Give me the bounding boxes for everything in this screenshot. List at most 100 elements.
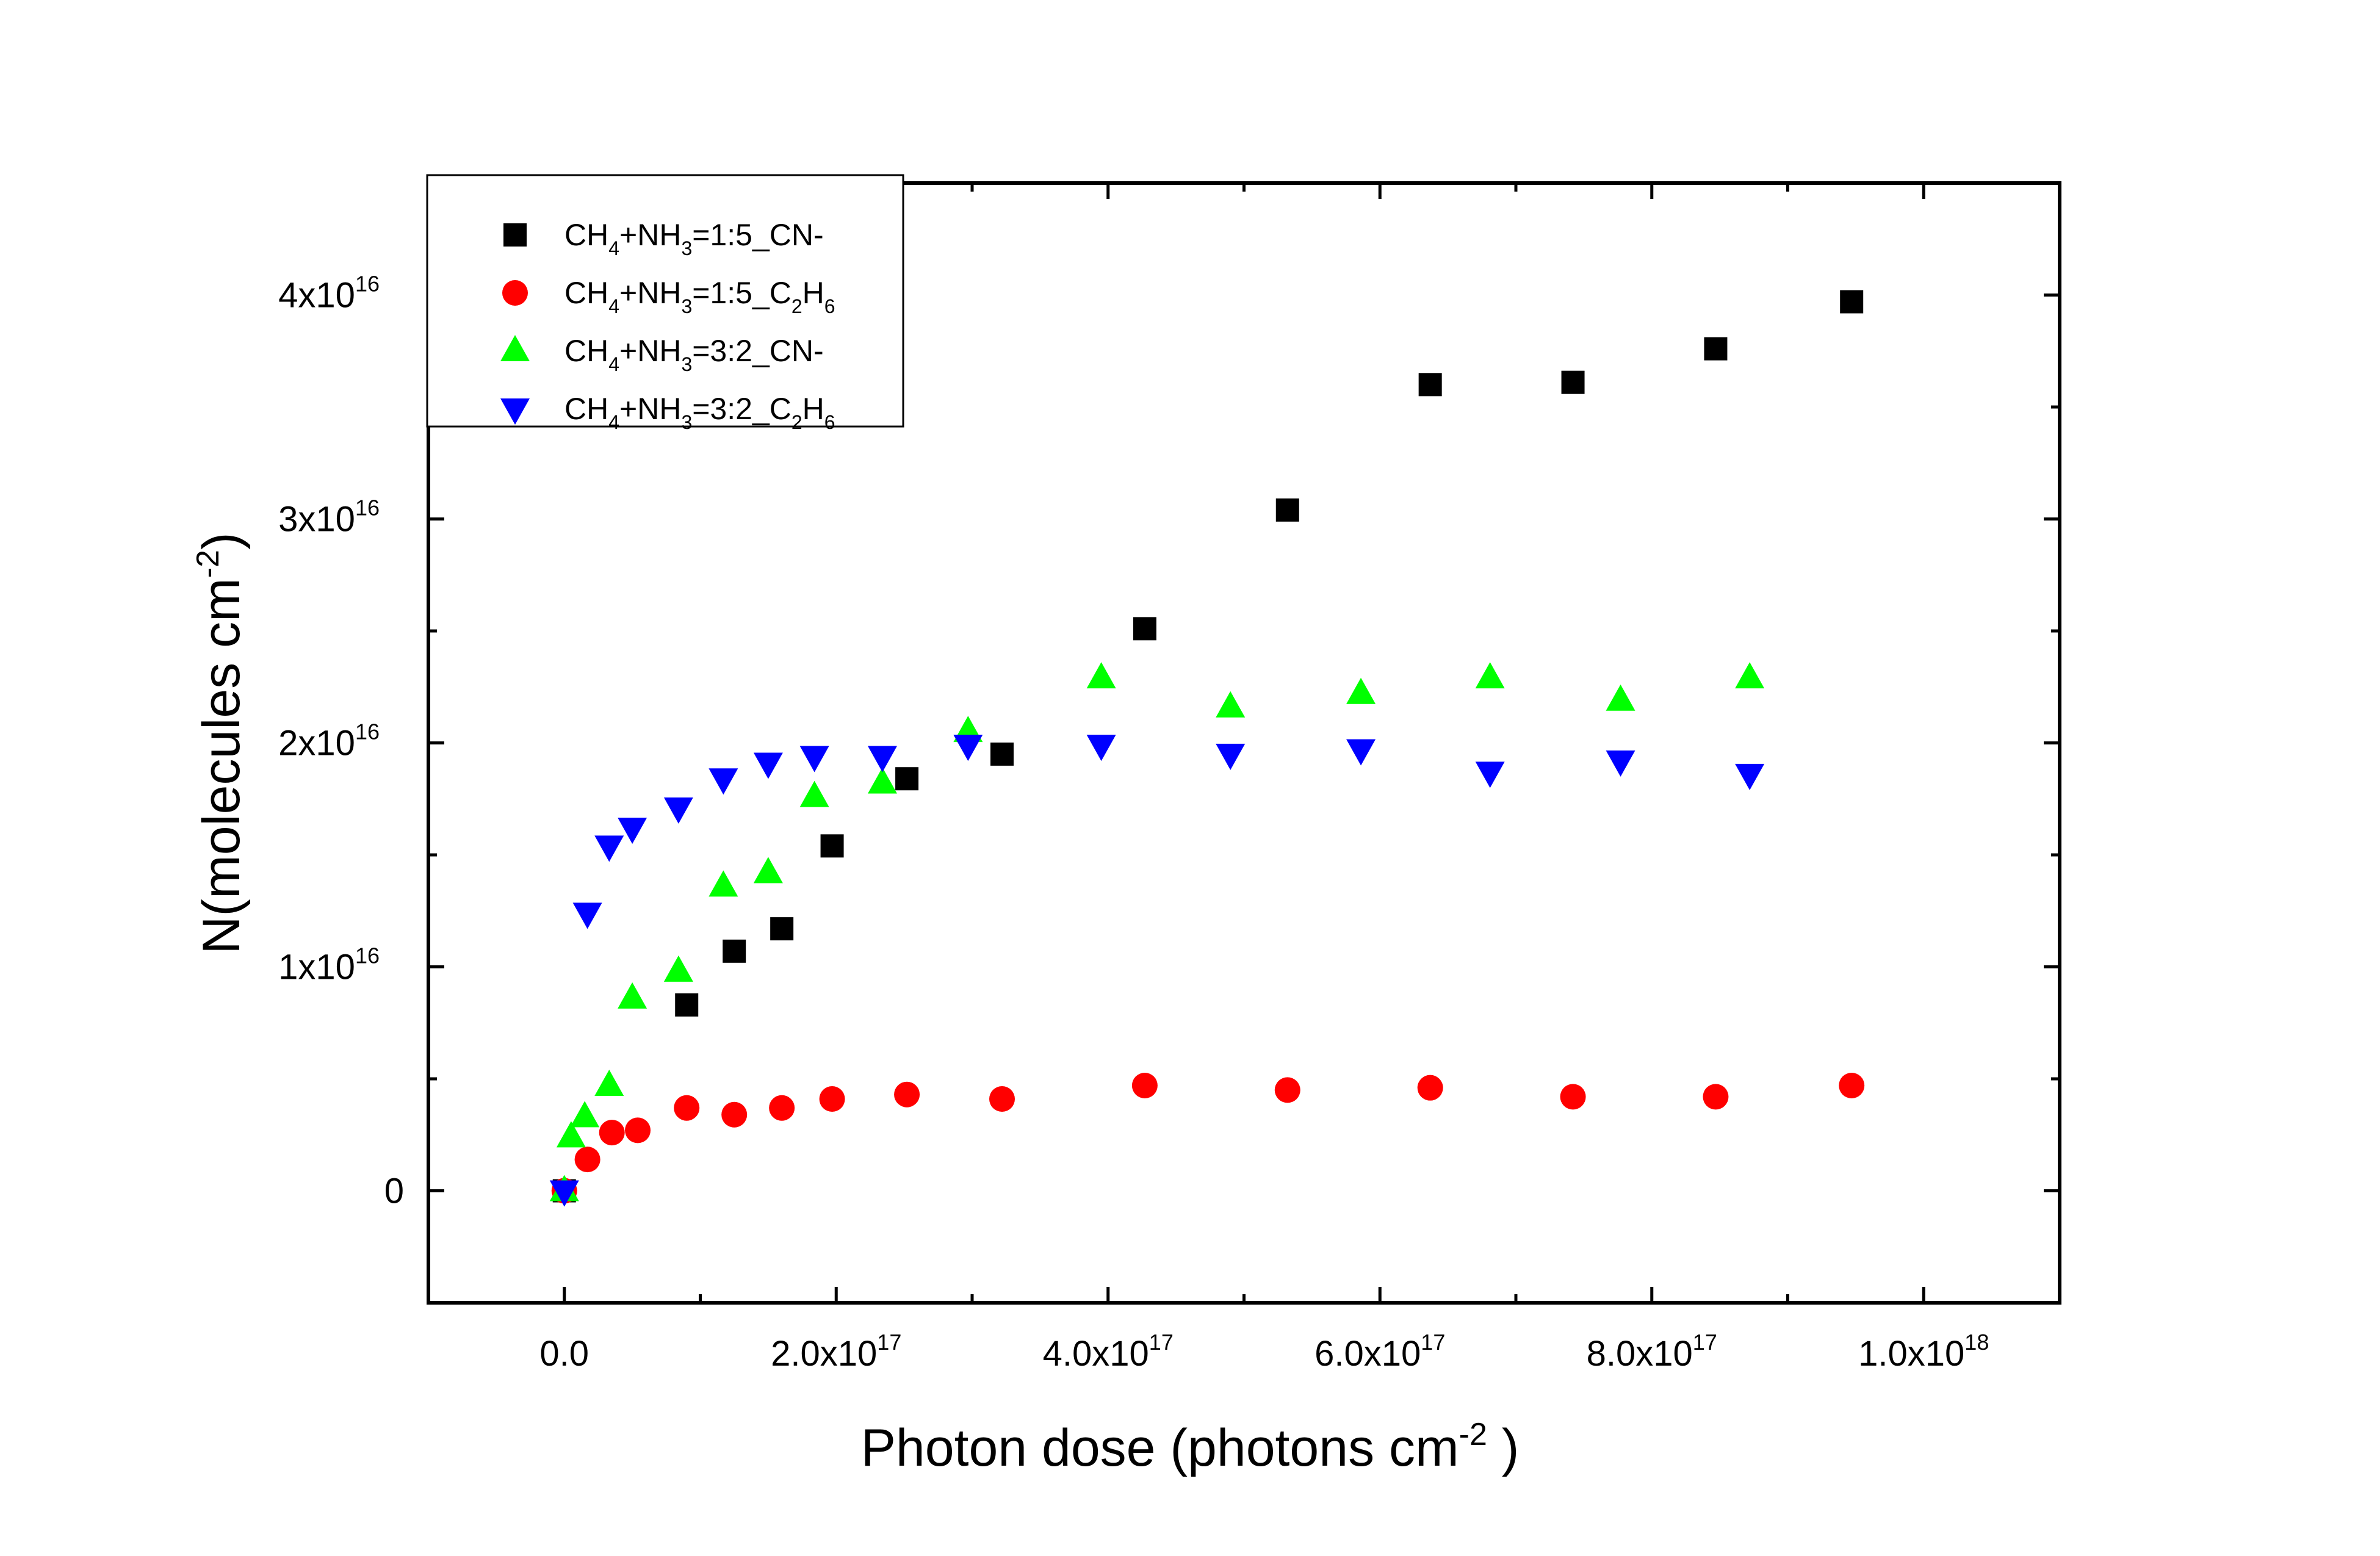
y-axis-title-sup: -2 xyxy=(190,550,226,578)
y-axis-title: N(molecules cm-2) xyxy=(190,532,251,954)
legend-label-part: 6 xyxy=(824,295,835,317)
y-tick-mantissa: 1x10 xyxy=(278,948,355,987)
legend-entry: CH4+NH3=3:2_C2H6 xyxy=(500,392,835,433)
legend-marker xyxy=(502,280,528,306)
data-point xyxy=(1704,337,1728,361)
x-tick-mantissa: 8.0x10 xyxy=(1587,1334,1693,1374)
data-point xyxy=(953,735,983,762)
legend-label-part: 3 xyxy=(681,353,692,375)
data-point xyxy=(1703,1084,1729,1110)
x-tick-mantissa: 1.0x10 xyxy=(1858,1334,1964,1374)
series-3 xyxy=(549,662,1765,1201)
y-tick-label: 1x1016 xyxy=(278,943,380,987)
legend-label-part: 4 xyxy=(608,237,619,259)
x-axis-title-end: ) xyxy=(1487,1419,1520,1477)
data-point xyxy=(574,1147,600,1173)
data-point xyxy=(572,902,602,929)
x-axis-title-sup: -2 xyxy=(1459,1417,1487,1452)
plot-frame xyxy=(427,181,2061,1305)
data-point xyxy=(799,746,829,773)
x-tick-label: 2.0x1017 xyxy=(771,1330,901,1374)
legend-label-part: CH xyxy=(564,276,608,310)
legend-label-part: =3:2_CN- xyxy=(692,334,823,368)
data-point xyxy=(599,1120,625,1146)
x-axis-title-main: Photon dose (photons cm xyxy=(861,1419,1459,1477)
legend-label-part: 6 xyxy=(824,411,835,433)
data-point xyxy=(1274,1077,1300,1103)
data-point xyxy=(1131,1073,1158,1099)
y-tick-label: 3x1016 xyxy=(278,495,380,539)
data-point xyxy=(770,917,794,941)
y-tick-mantissa: 4x10 xyxy=(278,276,355,315)
data-point xyxy=(1086,735,1116,762)
legend-label-part: CH xyxy=(564,218,608,252)
data-point xyxy=(709,768,738,795)
legend-label-part: 4 xyxy=(608,353,619,375)
data-point xyxy=(753,752,783,779)
data-point xyxy=(594,835,624,862)
legend-label: CH4+NH3=3:2_CN- xyxy=(564,334,824,375)
series-1 xyxy=(552,290,1864,1203)
legend-marker xyxy=(500,335,530,361)
data-point xyxy=(1417,1075,1443,1101)
legend-label-part: +NH xyxy=(619,334,681,368)
legend-label-part: 2 xyxy=(792,295,802,317)
y-tick-label: 0 xyxy=(384,1172,404,1211)
data-point xyxy=(1086,662,1116,689)
y-tick-exponent: 16 xyxy=(355,719,380,744)
data-point xyxy=(556,1121,586,1148)
x-tick-mantissa: 0.0 xyxy=(539,1334,589,1374)
legend-label-part: 4 xyxy=(608,411,619,433)
legend-label-part: CH xyxy=(564,392,608,426)
x-tick-exponent: 17 xyxy=(877,1330,901,1355)
legend-label-part: 3 xyxy=(681,411,692,433)
data-point xyxy=(753,857,783,884)
data-point xyxy=(867,767,897,794)
legend-label-part: =1:5_C xyxy=(692,276,792,310)
data-point xyxy=(1216,691,1246,718)
data-point xyxy=(570,1101,600,1128)
data-point xyxy=(1839,1073,1865,1099)
legend: CH4+NH3=1:5_CN-CH4+NH3=1:5_C2H6CH4+NH3=3… xyxy=(426,174,904,433)
legend-label-part: 4 xyxy=(608,295,619,317)
data-point xyxy=(1840,290,1864,314)
data-point xyxy=(1133,617,1156,641)
legend-label-part: 2 xyxy=(792,411,802,433)
data-point xyxy=(989,1086,1015,1112)
legend-label-part: 3 xyxy=(681,237,692,259)
data-point xyxy=(625,1117,651,1144)
data-point xyxy=(1606,750,1635,777)
y-tick-exponent: 16 xyxy=(355,943,380,968)
y-axis-title-main: N(molecules cm xyxy=(192,578,251,954)
data-point xyxy=(1418,373,1442,397)
data-point xyxy=(1216,743,1246,770)
legend-entry: CH4+NH3=1:5_CN- xyxy=(503,218,824,259)
data-point xyxy=(1275,498,1299,522)
data-point xyxy=(1475,762,1505,788)
legend-label-part: +NH xyxy=(619,276,681,310)
y-tick-exponent: 16 xyxy=(355,272,380,297)
data-point xyxy=(895,767,919,791)
legend-label-part: =3:2_C xyxy=(692,392,792,426)
legend-label-part: 3 xyxy=(681,295,692,317)
data-point xyxy=(1561,370,1585,394)
legend-label-part: CH xyxy=(564,334,608,368)
y-tick-exponent: 16 xyxy=(355,495,380,520)
data-point xyxy=(709,870,738,897)
x-tick-mantissa: 4.0x10 xyxy=(1043,1334,1149,1374)
data-point xyxy=(990,742,1014,766)
x-tick-label: 0.0 xyxy=(539,1334,589,1374)
x-axis-title: Photon dose (photons cm-2 ) xyxy=(861,1417,1520,1477)
x-tick-mantissa: 2.0x10 xyxy=(771,1334,877,1374)
data-point xyxy=(1346,677,1376,704)
x-tick-exponent: 17 xyxy=(1421,1330,1445,1355)
x-tick-exponent: 17 xyxy=(1693,1330,1717,1355)
y-axis-title-end: ) xyxy=(192,532,251,550)
y-tick-label: 2x1016 xyxy=(278,719,380,763)
data-point xyxy=(594,1070,624,1097)
data-point xyxy=(1735,763,1765,790)
series-4 xyxy=(549,735,1765,1207)
legend-entry: CH4+NH3=1:5_C2H6 xyxy=(502,276,835,317)
